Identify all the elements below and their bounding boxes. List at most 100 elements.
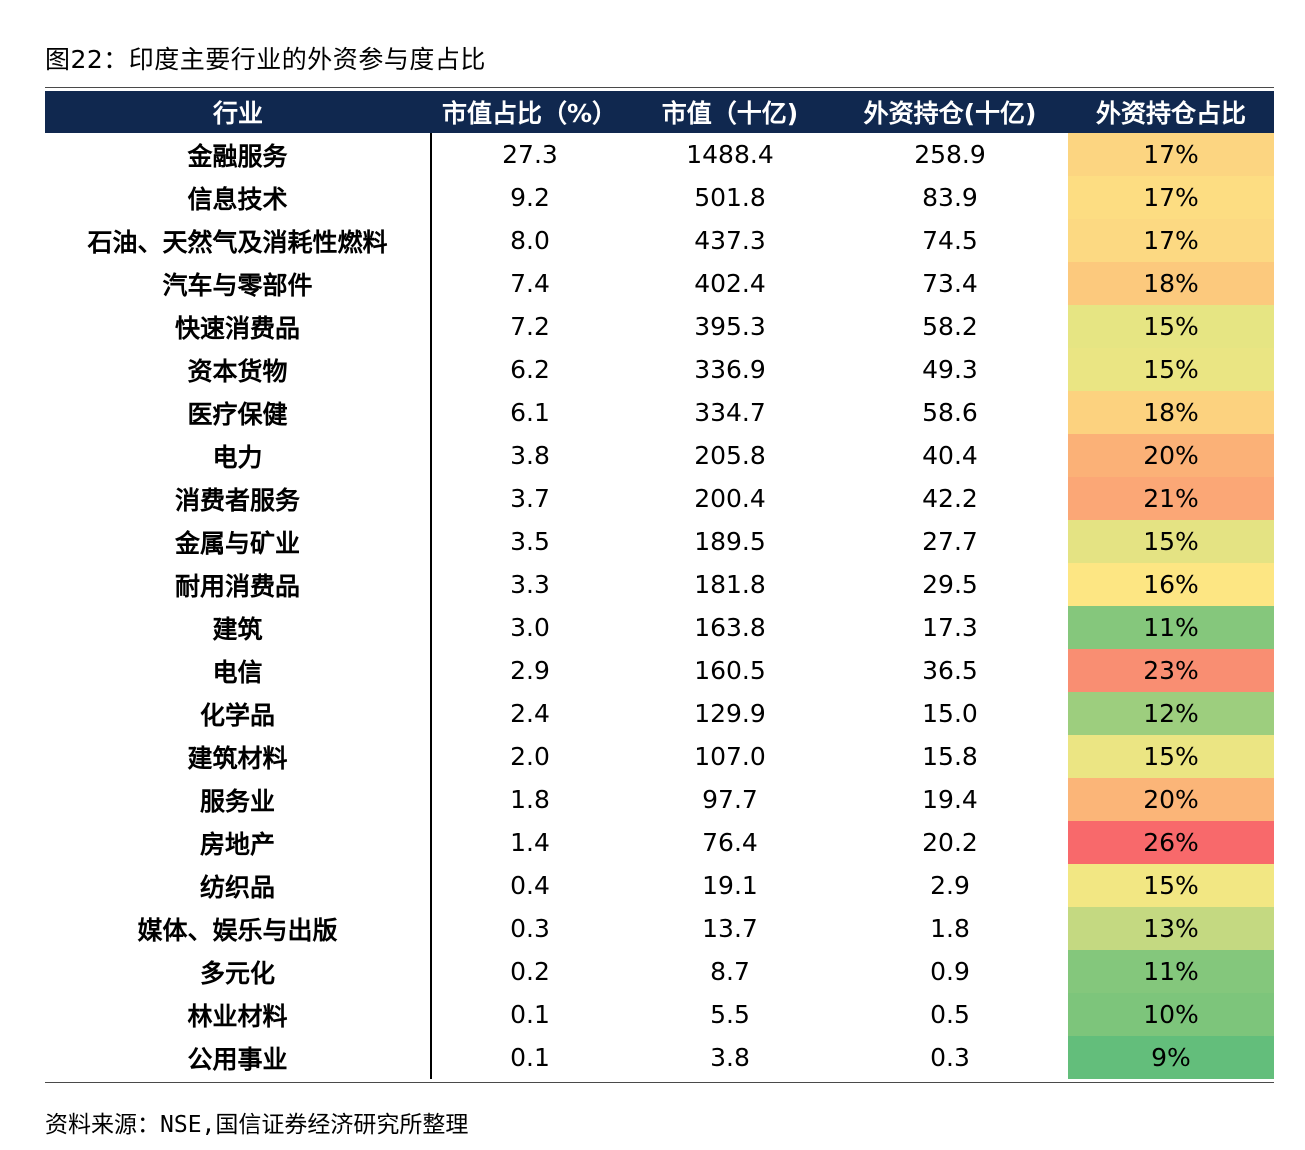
foreign-holding-cell: 29.5: [922, 570, 978, 599]
market-cap-share-cell: 7.4: [510, 269, 550, 298]
foreign-holding-pct-cell: 15%: [1068, 305, 1274, 348]
market-cap-share-cell: 6.1: [510, 398, 550, 427]
market-cap-cell: 205.8: [694, 441, 766, 470]
industry-cell: 汽车与零部件: [45, 262, 432, 305]
foreign-holding-pct-cell: 23%: [1068, 649, 1274, 692]
industry-table: 行业 市值占比（%） 市值（十亿) 外资持仓(十亿) 外资持仓占比 金融服务 27…: [45, 91, 1275, 1079]
header-market-cap: 市值（十亿): [628, 91, 832, 133]
market-cap-share-cell: 2.0: [510, 742, 550, 771]
foreign-holding-cell: 0.9: [930, 957, 970, 986]
table-row: 汽车与零部件 7.4 402.4 73.4 18%: [45, 262, 1274, 305]
industry-cell: 化学品: [45, 692, 432, 735]
table-row: 化学品 2.4 129.9 15.0 12%: [45, 692, 1274, 735]
table-row: 金属与矿业 3.5 189.5 27.7 15%: [45, 520, 1274, 563]
market-cap-share-cell: 0.3: [510, 914, 550, 943]
market-cap-share-cell: 9.2: [510, 183, 550, 212]
table-row: 石油、天然气及消耗性燃料 8.0 437.3 74.5 17%: [45, 219, 1274, 262]
table-row: 金融服务 27.3 1488.4 258.9 17%: [45, 133, 1274, 176]
table-row: 医疗保健 6.1 334.7 58.6 18%: [45, 391, 1274, 434]
foreign-holding-cell: 40.4: [922, 441, 978, 470]
foreign-holding-pct-cell: 15%: [1068, 864, 1274, 907]
market-cap-cell: 163.8: [694, 613, 766, 642]
table-row: 服务业 1.8 97.7 19.4 20%: [45, 778, 1274, 821]
foreign-holding-pct-cell: 20%: [1068, 778, 1274, 821]
foreign-holding-cell: 15.8: [922, 742, 978, 771]
market-cap-share-cell: 3.5: [510, 527, 550, 556]
foreign-holding-pct-cell: 17%: [1068, 219, 1274, 262]
foreign-holding-cell: 27.7: [922, 527, 978, 556]
header-foreign-holding: 外资持仓(十亿): [832, 91, 1068, 133]
market-cap-cell: 97.7: [702, 785, 758, 814]
table-row: 电力 3.8 205.8 40.4 20%: [45, 434, 1274, 477]
market-cap-cell: 160.5: [694, 656, 766, 685]
foreign-holding-cell: 20.2: [922, 828, 978, 857]
industry-cell: 电信: [45, 649, 432, 692]
industry-cell: 金属与矿业: [45, 520, 432, 563]
foreign-holding-pct-cell: 13%: [1068, 907, 1274, 950]
table-row: 建筑材料 2.0 107.0 15.8 15%: [45, 735, 1274, 778]
chart-title: 图22：印度主要行业的外资参与度占比: [45, 45, 486, 74]
foreign-holding-cell: 2.9: [930, 871, 970, 900]
industry-cell: 金融服务: [45, 133, 432, 176]
market-cap-cell: 189.5: [694, 527, 766, 556]
header-foreign-holding-pct: 外资持仓占比: [1068, 91, 1274, 133]
table-row: 房地产 1.4 76.4 20.2 26%: [45, 821, 1274, 864]
foreign-holding-cell: 19.4: [922, 785, 978, 814]
industry-cell: 医疗保健: [45, 391, 432, 434]
industry-cell: 林业材料: [45, 993, 432, 1036]
market-cap-share-cell: 1.4: [510, 828, 550, 857]
market-cap-cell: 8.7: [710, 957, 750, 986]
foreign-holding-cell: 0.5: [930, 1000, 970, 1029]
foreign-holding-pct-cell: 21%: [1068, 477, 1274, 520]
industry-cell: 建筑材料: [45, 735, 432, 778]
foreign-holding-cell: 17.3: [922, 613, 978, 642]
market-cap-share-cell: 3.0: [510, 613, 550, 642]
market-cap-cell: 13.7: [702, 914, 758, 943]
header-row: 行业 市值占比（%） 市值（十亿) 外资持仓(十亿) 外资持仓占比: [45, 91, 1274, 133]
market-cap-cell: 336.9: [694, 355, 766, 384]
foreign-holding-pct-cell: 15%: [1068, 348, 1274, 391]
market-cap-cell: 402.4: [694, 269, 766, 298]
bottom-rule: [45, 1082, 1274, 1083]
foreign-holding-cell: 58.2: [922, 312, 978, 341]
header-market-cap-share: 市值占比（%）: [431, 91, 628, 133]
table-row: 资本货物 6.2 336.9 49.3 15%: [45, 348, 1274, 391]
industry-cell: 石油、天然气及消耗性燃料: [45, 219, 432, 262]
foreign-holding-pct-cell: 26%: [1068, 821, 1274, 864]
foreign-holding-cell: 258.9: [914, 140, 986, 169]
industry-cell: 服务业: [45, 778, 432, 821]
foreign-holding-pct-cell: 18%: [1068, 262, 1274, 305]
foreign-holding-cell: 15.0: [922, 699, 978, 728]
foreign-holding-pct-cell: 16%: [1068, 563, 1274, 606]
industry-cell: 多元化: [45, 950, 432, 993]
market-cap-share-cell: 1.8: [510, 785, 550, 814]
industry-cell: 快速消费品: [45, 305, 432, 348]
table-row: 耐用消费品 3.3 181.8 29.5 16%: [45, 563, 1274, 606]
table-row: 建筑 3.0 163.8 17.3 11%: [45, 606, 1274, 649]
market-cap-share-cell: 27.3: [502, 140, 558, 169]
industry-cell: 建筑: [45, 606, 432, 649]
foreign-holding-cell: 36.5: [922, 656, 978, 685]
industry-cell: 房地产: [45, 821, 432, 864]
table-row: 纺织品 0.4 19.1 2.9 15%: [45, 864, 1274, 907]
market-cap-share-cell: 2.9: [510, 656, 550, 685]
foreign-holding-cell: 49.3: [922, 355, 978, 384]
table-row: 消费者服务 3.7 200.4 42.2 21%: [45, 477, 1274, 520]
market-cap-cell: 437.3: [694, 226, 766, 255]
industry-cell: 媒体、娱乐与出版: [45, 907, 432, 950]
market-cap-cell: 76.4: [702, 828, 758, 857]
foreign-holding-pct-cell: 17%: [1068, 176, 1274, 219]
foreign-holding-pct-cell: 10%: [1068, 993, 1274, 1036]
industry-cell: 资本货物: [45, 348, 432, 391]
market-cap-cell: 3.8: [710, 1043, 750, 1072]
table-row: 信息技术 9.2 501.8 83.9 17%: [45, 176, 1274, 219]
table-row: 快速消费品 7.2 395.3 58.2 15%: [45, 305, 1274, 348]
table-row: 媒体、娱乐与出版 0.3 13.7 1.8 13%: [45, 907, 1274, 950]
market-cap-cell: 200.4: [694, 484, 766, 513]
industry-cell: 消费者服务: [45, 477, 432, 520]
market-cap-cell: 1488.4: [686, 140, 774, 169]
market-cap-cell: 5.5: [710, 1000, 750, 1029]
foreign-holding-pct-cell: 11%: [1068, 606, 1274, 649]
foreign-holding-cell: 58.6: [922, 398, 978, 427]
top-rule: [45, 87, 1274, 88]
